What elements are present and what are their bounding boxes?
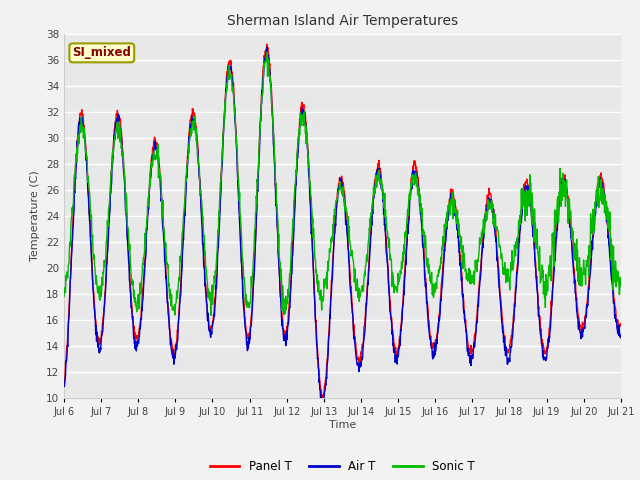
- Text: SI_mixed: SI_mixed: [72, 47, 131, 60]
- X-axis label: Time: Time: [329, 420, 356, 430]
- Title: Sherman Island Air Temperatures: Sherman Island Air Temperatures: [227, 14, 458, 28]
- Y-axis label: Temperature (C): Temperature (C): [30, 170, 40, 262]
- Legend: Panel T, Air T, Sonic T: Panel T, Air T, Sonic T: [205, 456, 480, 478]
